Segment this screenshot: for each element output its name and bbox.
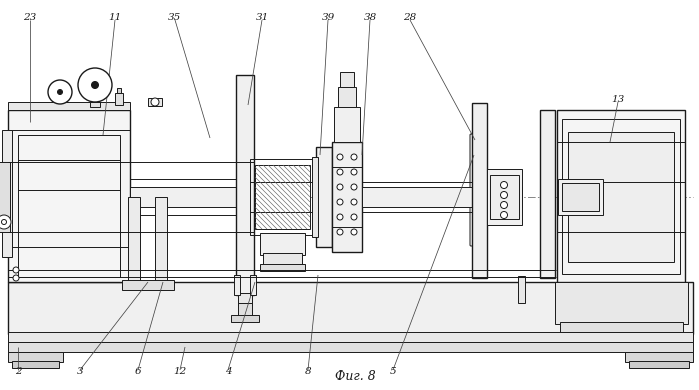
Bar [312, 157, 318, 237]
Bar [8, 102, 130, 110]
Bar [362, 187, 522, 207]
Bar [540, 110, 555, 278]
Bar [316, 147, 332, 247]
Bar [472, 103, 487, 278]
Bar [560, 322, 683, 332]
Text: 8: 8 [305, 367, 311, 376]
Circle shape [78, 68, 112, 102]
Bar [236, 75, 254, 295]
Bar [557, 110, 685, 282]
Bar [490, 175, 519, 219]
Bar [255, 165, 310, 229]
Circle shape [57, 89, 62, 94]
Bar [518, 276, 525, 303]
Bar [340, 72, 354, 87]
Bar [8, 342, 693, 352]
Bar [12, 361, 59, 368]
Bar [332, 157, 338, 237]
Circle shape [151, 98, 159, 106]
Bar [8, 282, 693, 334]
Bar [562, 183, 599, 211]
Circle shape [500, 191, 507, 199]
Bar [128, 197, 140, 282]
Circle shape [337, 199, 343, 205]
Bar [334, 107, 360, 142]
Circle shape [337, 184, 343, 190]
Bar [629, 361, 689, 368]
Text: 35: 35 [168, 14, 182, 23]
Text: 5: 5 [389, 367, 396, 376]
Text: 11: 11 [108, 14, 122, 23]
Bar [0, 162, 10, 232]
Bar [332, 142, 362, 252]
Circle shape [0, 215, 11, 229]
Text: 31: 31 [255, 14, 268, 23]
Bar [558, 179, 603, 215]
Circle shape [337, 229, 343, 235]
Bar [231, 315, 259, 322]
Bar [338, 87, 356, 107]
Text: 4: 4 [224, 367, 231, 376]
Circle shape [351, 199, 357, 205]
Text: 23: 23 [23, 14, 36, 23]
Text: 12: 12 [173, 367, 187, 376]
Bar [263, 253, 302, 265]
Circle shape [500, 211, 507, 218]
Circle shape [500, 181, 507, 188]
Circle shape [337, 154, 343, 160]
Circle shape [13, 267, 19, 273]
Bar [2, 130, 12, 257]
Bar [260, 233, 305, 255]
Circle shape [337, 169, 343, 175]
Circle shape [351, 154, 357, 160]
Bar [260, 264, 305, 271]
Bar [238, 293, 252, 305]
Bar [625, 352, 693, 362]
Circle shape [500, 202, 507, 209]
Text: 3: 3 [77, 367, 83, 376]
FancyBboxPatch shape [470, 134, 475, 246]
Text: 6: 6 [135, 367, 141, 376]
Circle shape [337, 214, 343, 220]
Text: 38: 38 [363, 14, 377, 23]
Bar [234, 275, 240, 295]
Text: 28: 28 [403, 14, 417, 23]
Bar [90, 102, 100, 107]
Text: 39: 39 [322, 14, 335, 23]
Bar [250, 159, 315, 235]
Bar [250, 275, 256, 295]
Circle shape [351, 214, 357, 220]
Bar [8, 332, 693, 342]
Bar [122, 280, 174, 290]
Circle shape [92, 82, 99, 89]
Bar [18, 135, 120, 277]
Bar [155, 197, 167, 282]
Bar [130, 187, 260, 207]
Circle shape [1, 220, 6, 225]
Bar [568, 132, 674, 262]
Text: 2: 2 [15, 367, 21, 376]
Bar [487, 169, 522, 225]
Text: 13: 13 [612, 96, 625, 105]
Circle shape [351, 169, 357, 175]
Circle shape [351, 229, 357, 235]
Circle shape [48, 80, 72, 104]
Circle shape [13, 275, 19, 281]
Bar [115, 93, 123, 105]
Bar [8, 352, 63, 362]
Bar [148, 98, 162, 106]
Bar [8, 110, 130, 282]
Bar [562, 119, 680, 274]
Bar [555, 282, 688, 324]
Circle shape [351, 184, 357, 190]
Text: Фиг. 8: Фиг. 8 [335, 370, 375, 383]
Bar [117, 88, 121, 93]
Bar [238, 303, 252, 317]
